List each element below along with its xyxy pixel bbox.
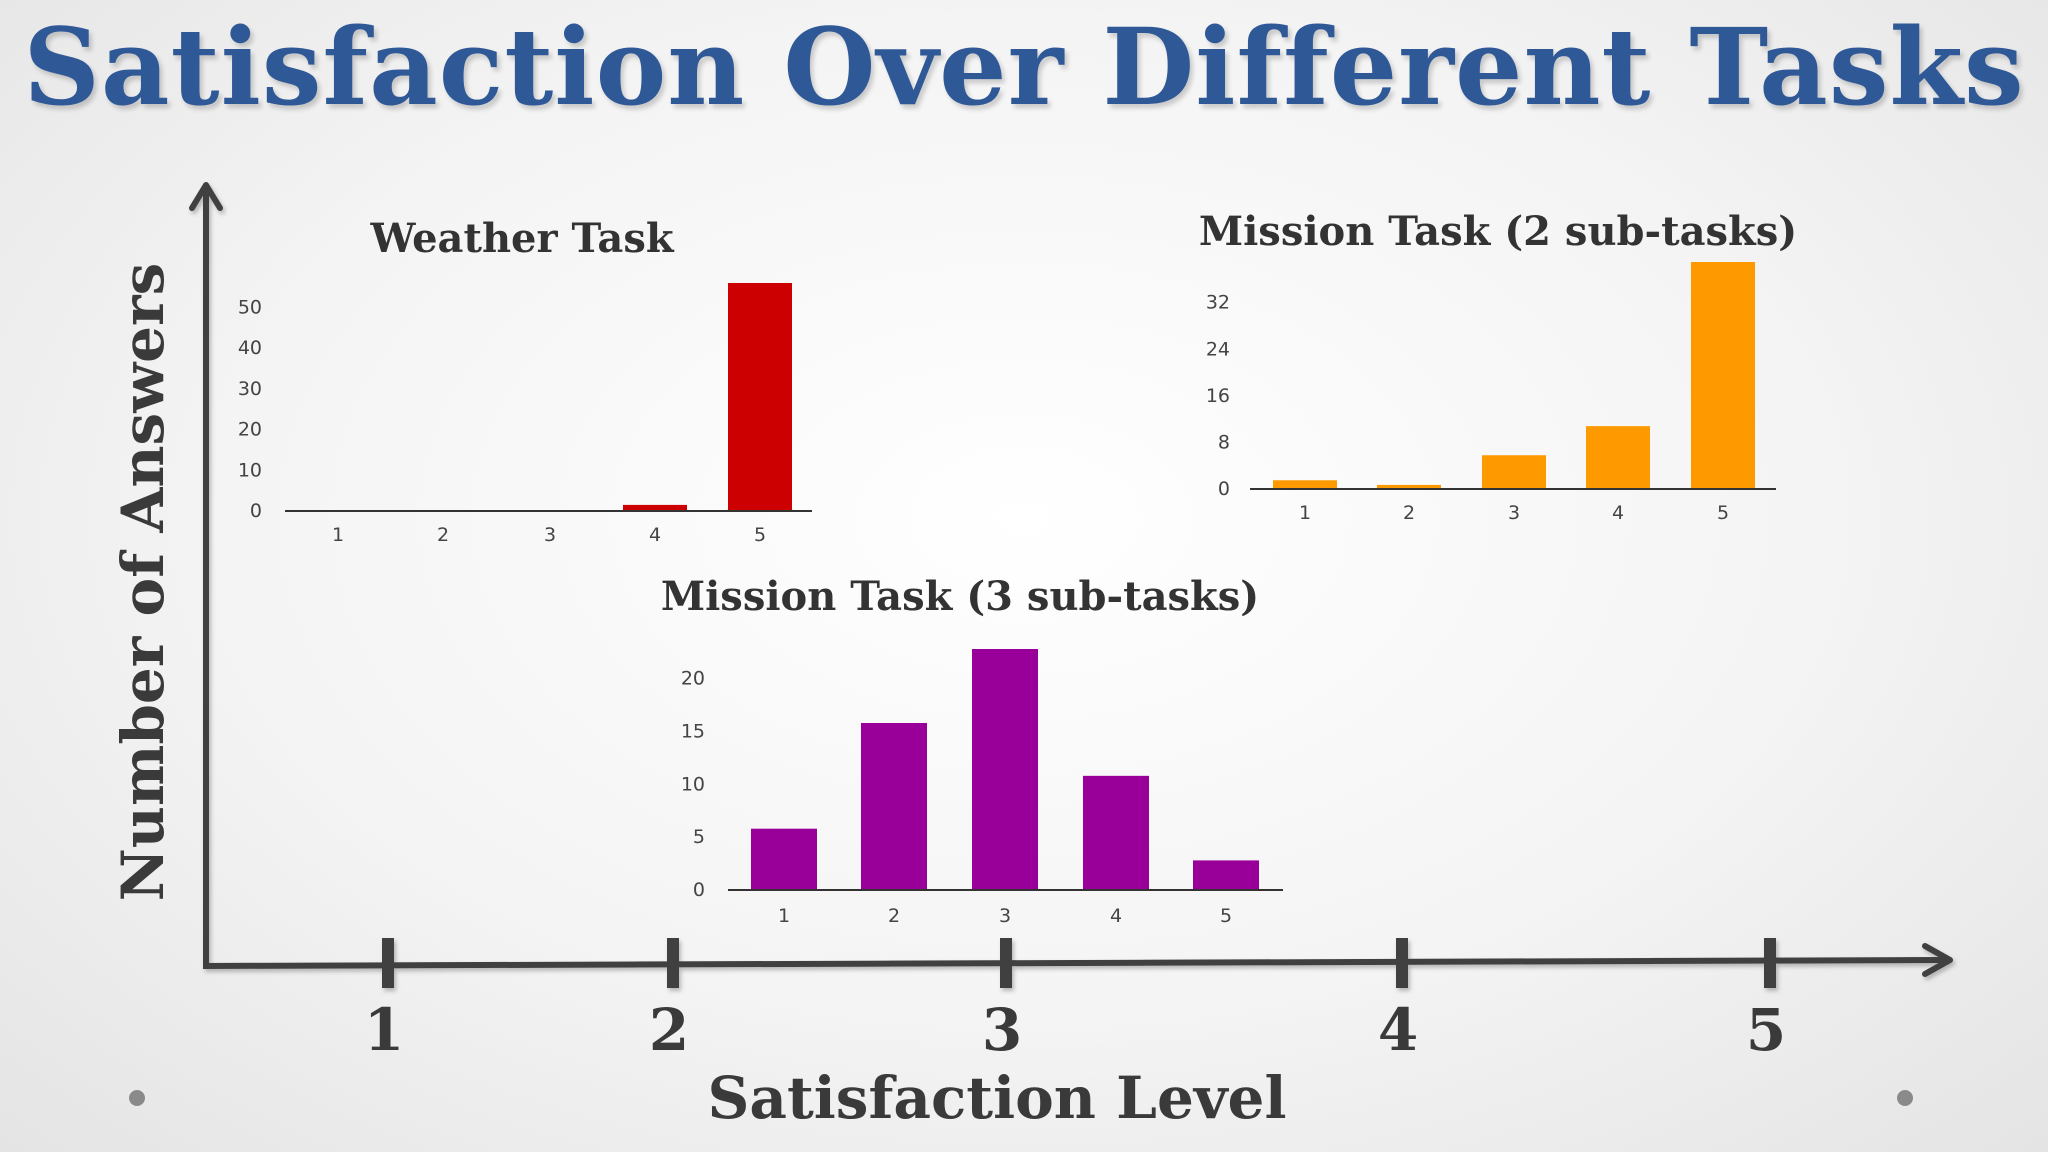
weather-y-tick-label: 50 [238, 296, 262, 318]
mission3-bar [751, 828, 817, 890]
mission2-y-tick-label: 0 [1218, 478, 1230, 500]
mission2-x-tick-label: 2 [1403, 502, 1415, 524]
weather-x-tick-label: 1 [332, 524, 344, 546]
weather-chart-title: Weather Task [369, 215, 674, 262]
outer-axes [189, 182, 1953, 988]
weather-y-tick-label: 40 [238, 337, 262, 359]
outer-x-axis-label: Satisfaction Level [708, 1064, 1287, 1132]
mission2-x-tick-label: 4 [1612, 502, 1624, 524]
outer-y-axis-label: Number of Answers [109, 263, 177, 901]
outer-x-axis-arrow [1922, 943, 1953, 977]
mission3-bar [861, 722, 927, 890]
mission3-x-tick-label: 4 [1110, 905, 1122, 927]
outer-x-tick-label: 2 [649, 996, 689, 1064]
mission3-x-tick-label: 3 [999, 905, 1011, 927]
mission2-chart: Mission Task (2 sub-tasks) 0 8 16 24 32 1 2 3 4 5 [1199, 208, 1797, 524]
mission3-y-tick-label: 20 [681, 668, 705, 690]
weather-x-tick-label: 4 [649, 524, 661, 546]
mission3-y-tick-label: 0 [693, 879, 705, 901]
mission2-y-tick-label: 24 [1206, 338, 1230, 360]
mission3-chart-title: Mission Task (3 sub-tasks) [661, 573, 1259, 620]
mission2-y-tick-label: 8 [1218, 431, 1230, 453]
mission3-y-tick-label: 15 [681, 720, 705, 742]
mission3-chart: Mission Task (3 sub-tasks) 0 5 10 15 20 1 2 3 4 5 [661, 573, 1283, 927]
mission2-bar [1691, 262, 1755, 489]
mission3-bar [972, 649, 1038, 890]
outer-x-tick-label: 5 [1746, 996, 1786, 1064]
mission2-chart-title: Mission Task (2 sub-tasks) [1199, 208, 1797, 255]
weather-y-tick-label: 20 [238, 419, 262, 441]
mission2-y-tick-label: 32 [1206, 292, 1230, 314]
decorative-dot-right [1897, 1090, 1913, 1106]
mission2-x-tick-label: 1 [1299, 502, 1311, 524]
mission3-bar [1083, 775, 1149, 890]
weather-bar [623, 504, 687, 511]
outer-x-tick-label: 3 [982, 996, 1022, 1064]
weather-y-tick-label: 30 [238, 378, 262, 400]
mission2-bar [1586, 426, 1650, 489]
mission2-y-tick-label: 16 [1206, 385, 1230, 407]
weather-chart: Weather Task 0 10 20 30 40 50 1 2 3 4 5 [238, 215, 812, 546]
outer-x-tick-label: 4 [1378, 996, 1418, 1064]
weather-bar [728, 283, 792, 511]
mission3-x-tick-label: 2 [888, 905, 900, 927]
decorative-dot-left [129, 1090, 145, 1106]
mission2-bar [1377, 484, 1441, 489]
mission3-x-tick-label: 1 [778, 905, 790, 927]
mission2-x-tick-label: 5 [1717, 502, 1729, 524]
weather-y-tick-label: 10 [238, 459, 262, 481]
mission3-y-tick-label: 10 [681, 773, 705, 795]
mission2-bar [1273, 480, 1337, 489]
weather-x-tick-label: 5 [754, 524, 766, 546]
weather-y-tick-label: 0 [250, 500, 262, 522]
mission3-bar [1193, 860, 1259, 890]
weather-x-tick-label: 2 [437, 524, 449, 546]
mission2-x-tick-label: 3 [1508, 502, 1520, 524]
mission2-bar [1482, 455, 1546, 489]
page-title: Satisfaction Over Different Tasks [23, 4, 2025, 129]
mission3-x-tick-label: 5 [1220, 905, 1232, 927]
outer-x-tick-label: 1 [364, 996, 404, 1064]
mission3-y-tick-label: 5 [693, 826, 705, 848]
outer-x-axis-line [202, 957, 1946, 969]
weather-x-tick-label: 3 [544, 524, 556, 546]
outer-y-axis-arrow [189, 182, 223, 211]
